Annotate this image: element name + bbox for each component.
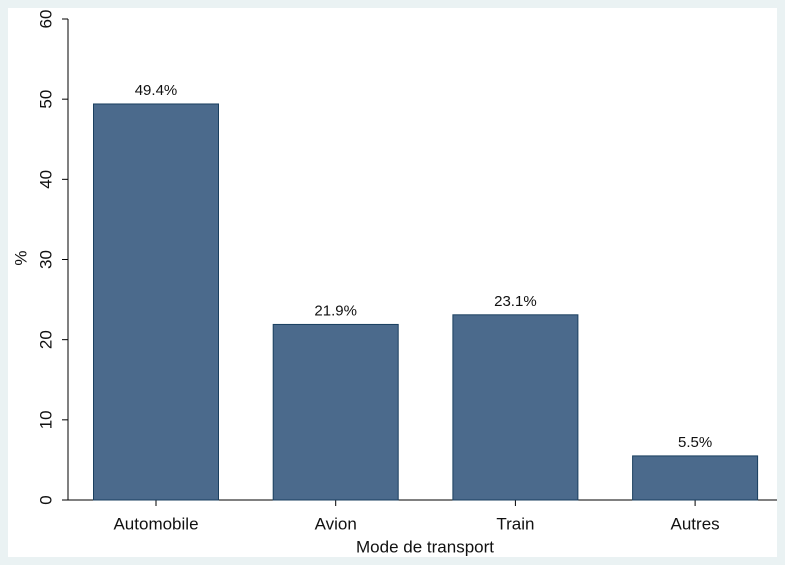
x-tick-label: Train [496,514,534,533]
y-tick-label: 30 [36,250,55,269]
x-axis-title: Mode de transport [356,537,494,556]
x-tick-label: Automobile [113,514,198,533]
y-tick-label: 0 [36,495,55,504]
y-tick-label: 20 [36,330,55,349]
y-tick-label: 40 [36,170,55,189]
x-tick-label: Autres [671,514,720,533]
bar [272,323,399,501]
y-tick-label: 60 [36,10,55,29]
bar [93,103,219,501]
value-label: 5.5% [678,434,712,451]
y-tick-label: 10 [36,410,55,429]
bar [632,455,759,501]
y-axis-title: % [11,250,30,265]
bar [452,314,579,501]
value-label: 23.1% [494,293,537,310]
x-tick-label: Avion [315,514,357,533]
value-label: 49.4% [135,82,178,99]
value-label: 21.9% [314,302,357,319]
y-tick-label: 50 [36,90,55,109]
